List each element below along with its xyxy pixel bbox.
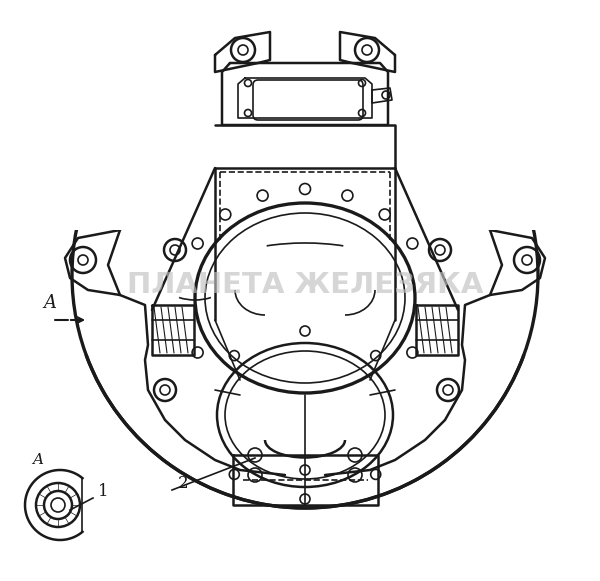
Polygon shape xyxy=(65,25,545,230)
Text: 2: 2 xyxy=(178,475,188,492)
Text: ПЛАНЕТА ЖЕЛЕЗЯКА: ПЛАНЕТА ЖЕЛЕЗЯКА xyxy=(127,271,483,299)
Text: A: A xyxy=(44,294,56,312)
Text: 1: 1 xyxy=(98,483,109,500)
Text: A: A xyxy=(32,453,44,467)
